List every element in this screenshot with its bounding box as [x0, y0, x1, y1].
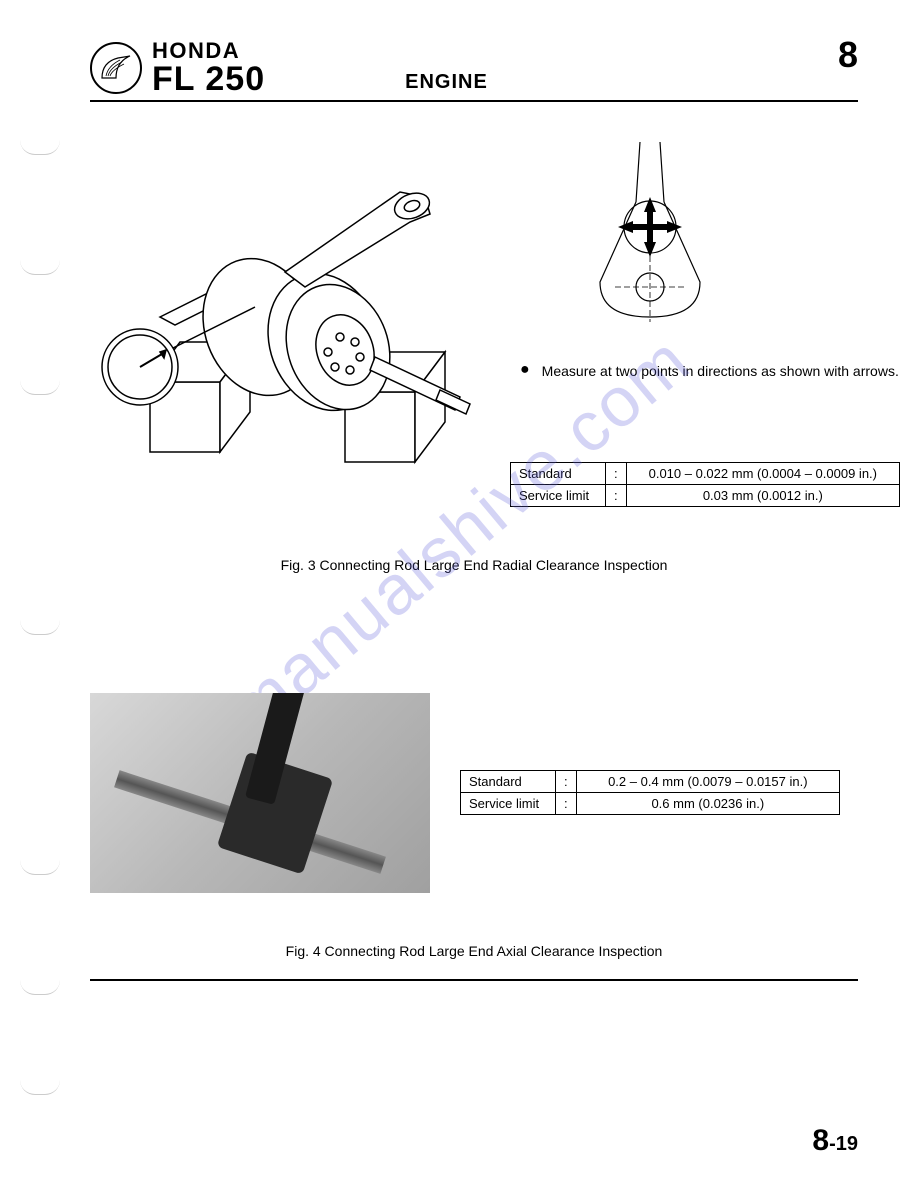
spec-label: Service limit: [511, 484, 606, 506]
spec-label: Service limit: [461, 793, 556, 815]
binder-mark: [20, 1080, 60, 1095]
binder-mark: [20, 260, 60, 275]
binder-mark: [20, 620, 60, 635]
spec-colon: :: [606, 462, 627, 484]
crankshaft-diagram: [90, 142, 490, 482]
spec-label: Standard: [461, 771, 556, 793]
chapter-number: 8: [838, 34, 858, 76]
note-text: Measure at two points in directions as s…: [542, 362, 899, 382]
spec-table-radial: Standard : 0.010 – 0.022 mm (0.0004 – 0.…: [510, 462, 900, 507]
table-row: Service limit : 0.6 mm (0.0236 in.): [461, 793, 840, 815]
table-row: Standard : 0.010 – 0.022 mm (0.0004 – 0.…: [511, 462, 900, 484]
spec-colon: :: [556, 771, 577, 793]
page-header: HONDA FL 250 ENGINE 8: [90, 40, 858, 102]
logo-block: HONDA FL 250: [90, 40, 265, 96]
binder-mark: [20, 140, 60, 155]
spec-label: Standard: [511, 462, 606, 484]
table-row: Service limit : 0.03 mm (0.0012 in.): [511, 484, 900, 506]
model-name: FL 250: [152, 62, 265, 96]
page-number: 8-19: [812, 1124, 858, 1158]
spec-value: 0.2 – 0.4 mm (0.0079 – 0.0157 in.): [576, 771, 839, 793]
spec-value: 0.010 – 0.022 mm (0.0004 – 0.0009 in.): [626, 462, 899, 484]
binder-mark: [20, 860, 60, 875]
axial-clearance-photo: [90, 693, 430, 893]
measurement-note: ● Measure at two points in directions as…: [520, 362, 900, 382]
measurement-arrows-diagram: [560, 142, 900, 342]
binder-mark: [20, 380, 60, 395]
footer-rule: [90, 979, 858, 981]
figure-4-caption: Fig. 4 Connecting Rod Large End Axial Cl…: [90, 943, 858, 959]
table-row: Standard : 0.2 – 0.4 mm (0.0079 – 0.0157…: [461, 771, 840, 793]
honda-wing-logo: [90, 42, 142, 94]
spec-colon: :: [556, 793, 577, 815]
figure-3-caption: Fig. 3 Connecting Rod Large End Radial C…: [90, 557, 858, 573]
section-title: ENGINE: [405, 71, 488, 94]
spec-table-axial: Standard : 0.2 – 0.4 mm (0.0079 – 0.0157…: [460, 770, 840, 815]
spec-value: 0.03 mm (0.0012 in.): [626, 484, 899, 506]
spec-colon: :: [606, 484, 627, 506]
bullet-icon: ●: [520, 362, 530, 382]
spec-value: 0.6 mm (0.0236 in.): [576, 793, 839, 815]
brand-name: HONDA: [152, 40, 265, 62]
binder-mark: [20, 980, 60, 995]
